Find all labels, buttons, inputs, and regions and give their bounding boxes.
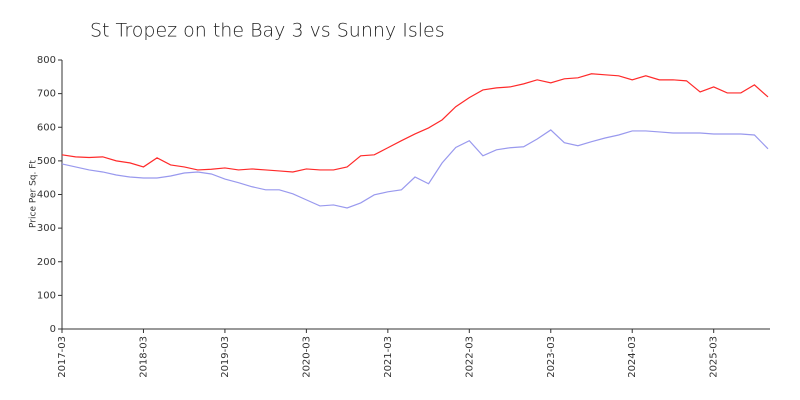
x-tick-label: 2025-03 [709,336,720,378]
y-tick-label: 0 [50,324,56,335]
y-tick-label: 300 [37,223,56,234]
y-tick-label: 800 [37,55,56,66]
y-tick-label: 200 [37,257,56,268]
x-tick-label: 2022-03 [464,336,475,378]
x-tick-label: 2020-03 [301,336,312,378]
y-axis-label: Price Per Sq. Ft [29,160,39,228]
x-tick-label: 2021-03 [383,336,394,378]
series-line [61,129,769,209]
y-tick-label: 400 [37,190,56,201]
y-tick-label: 100 [37,290,56,301]
x-tick-label: 2017-03 [57,336,68,378]
y-tick-label: 500 [37,156,56,167]
y-tick-label: 600 [37,122,56,133]
chart-title: St Tropez on the Bay 3 vs Sunny Isles [90,20,445,42]
x-tick-label: 2018-03 [138,336,149,378]
x-tick-label: 2023-03 [546,336,557,378]
series-line [61,73,769,173]
y-tick-label: 700 [37,89,56,100]
x-tick-label: 2024-03 [627,336,638,378]
x-tick-label: 2019-03 [220,336,231,378]
